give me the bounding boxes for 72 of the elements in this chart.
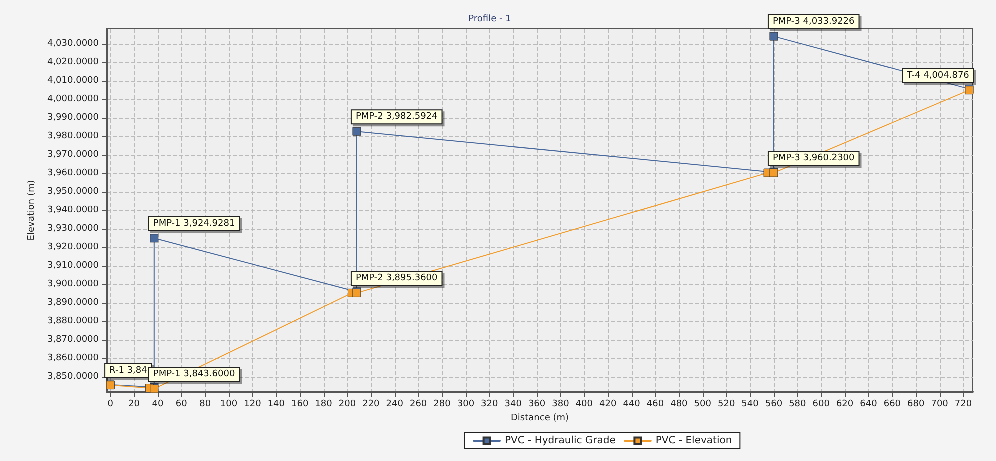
x-tick-label: 580 bbox=[789, 400, 807, 410]
y-tick-label: 3,890.0000 bbox=[47, 298, 100, 308]
x-tick-label: 640 bbox=[860, 400, 878, 410]
y-tick-label: 3,980.0000 bbox=[47, 131, 100, 142]
legend-label: PVC - Elevation bbox=[656, 436, 732, 446]
y-tick-label: 3,910.0000 bbox=[47, 261, 100, 272]
x-tick-label: 660 bbox=[884, 400, 902, 410]
x-tick-label: 540 bbox=[742, 400, 760, 410]
annotation: PMP-1 3,843.6000 bbox=[153, 370, 236, 380]
y-tick-label: 3,860.0000 bbox=[47, 354, 100, 364]
x-tick-label: 40 bbox=[152, 400, 164, 410]
x-tick-label: 560 bbox=[765, 400, 783, 410]
x-tick-label: 60 bbox=[176, 400, 188, 410]
y-tick-label: 3,920.0000 bbox=[47, 242, 100, 253]
y-tick-label: 3,870.0000 bbox=[47, 335, 100, 346]
x-tick-label: 480 bbox=[670, 400, 688, 410]
x-tick-label: 0 bbox=[108, 400, 114, 410]
x-tick-label: 360 bbox=[528, 400, 546, 410]
y-tick-label: 3,940.0000 bbox=[47, 206, 100, 216]
x-tick-label: 200 bbox=[338, 400, 356, 410]
x-tick-label: 620 bbox=[836, 400, 854, 410]
annotation: PMP-1 3,924.9281 bbox=[153, 218, 236, 229]
x-tick-label: 240 bbox=[386, 400, 404, 410]
y-tick-label: 4,020.0000 bbox=[47, 57, 100, 68]
annotation: PMP-2 3,895.3600 bbox=[356, 274, 438, 284]
point bbox=[150, 234, 159, 243]
x-tick-label: 220 bbox=[362, 400, 380, 410]
x-tick-label: 420 bbox=[600, 400, 617, 410]
y-tick-label: 4,010.0000 bbox=[47, 76, 100, 86]
chart-title: Profile - 1 bbox=[468, 14, 512, 24]
x-axis-title: Distance (m) bbox=[510, 413, 570, 424]
x-tick-label: 520 bbox=[718, 400, 736, 410]
x-tick-label: 460 bbox=[646, 400, 664, 410]
legend-label: PVC - Hydraulic Grade bbox=[505, 436, 616, 446]
x-tick-label: 300 bbox=[457, 400, 475, 410]
y-tick-label: 4,000.0000 bbox=[47, 94, 100, 104]
x-tick-label: 160 bbox=[292, 400, 309, 410]
x-tick-label: 680 bbox=[908, 400, 925, 410]
x-tick-label: 20 bbox=[128, 400, 140, 410]
x-tick-label: 400 bbox=[576, 400, 594, 410]
y-tick-label: 3,970.0000 bbox=[47, 150, 100, 160]
y-tick-label: 3,950.0000 bbox=[47, 186, 100, 197]
y-tick-label: 3,990.0000 bbox=[47, 112, 100, 123]
annotation: PMP-3 3,960.2300 bbox=[772, 154, 856, 164]
x-tick-label: 100 bbox=[220, 400, 238, 410]
x-tick-label: 140 bbox=[268, 400, 286, 410]
point bbox=[352, 127, 362, 136]
x-tick-label: 600 bbox=[812, 400, 830, 410]
x-tick-label: 700 bbox=[931, 400, 949, 410]
y-tick-label: 4,030.0000 bbox=[47, 38, 100, 49]
x-tick-label: 260 bbox=[410, 400, 428, 410]
y-tick-label: 3,960.0000 bbox=[47, 168, 100, 178]
x-tick-label: 180 bbox=[315, 400, 333, 410]
x-tick-label: 120 bbox=[244, 400, 262, 410]
x-tick-label: 380 bbox=[552, 400, 570, 410]
y-axis-title: Elevation (m) bbox=[27, 180, 38, 241]
x-tick-label: 500 bbox=[694, 400, 712, 410]
annotation: PMP-2 3,982.5924 bbox=[356, 112, 438, 122]
y-tick-label: 3,930.0000 bbox=[47, 224, 100, 234]
x-tick-label: 280 bbox=[434, 400, 452, 410]
annotation: PMP-3 4,033.9226 bbox=[772, 17, 856, 28]
point bbox=[770, 32, 778, 41]
annotation: R-1 3,84 bbox=[110, 366, 148, 376]
x-tick-label: 320 bbox=[481, 400, 499, 410]
y-tick-label: 3,900.0000 bbox=[47, 280, 100, 290]
annotation: T-4 4,004.876 bbox=[906, 70, 970, 81]
x-tick-label: 340 bbox=[504, 400, 522, 410]
x-tick-label: 440 bbox=[623, 400, 641, 410]
x-tick-label: 720 bbox=[954, 400, 972, 410]
y-tick-label: 3,880.0000 bbox=[47, 316, 100, 327]
x-tick-label: 80 bbox=[200, 400, 212, 410]
y-tick-label: 3,850.0000 bbox=[47, 372, 100, 382]
